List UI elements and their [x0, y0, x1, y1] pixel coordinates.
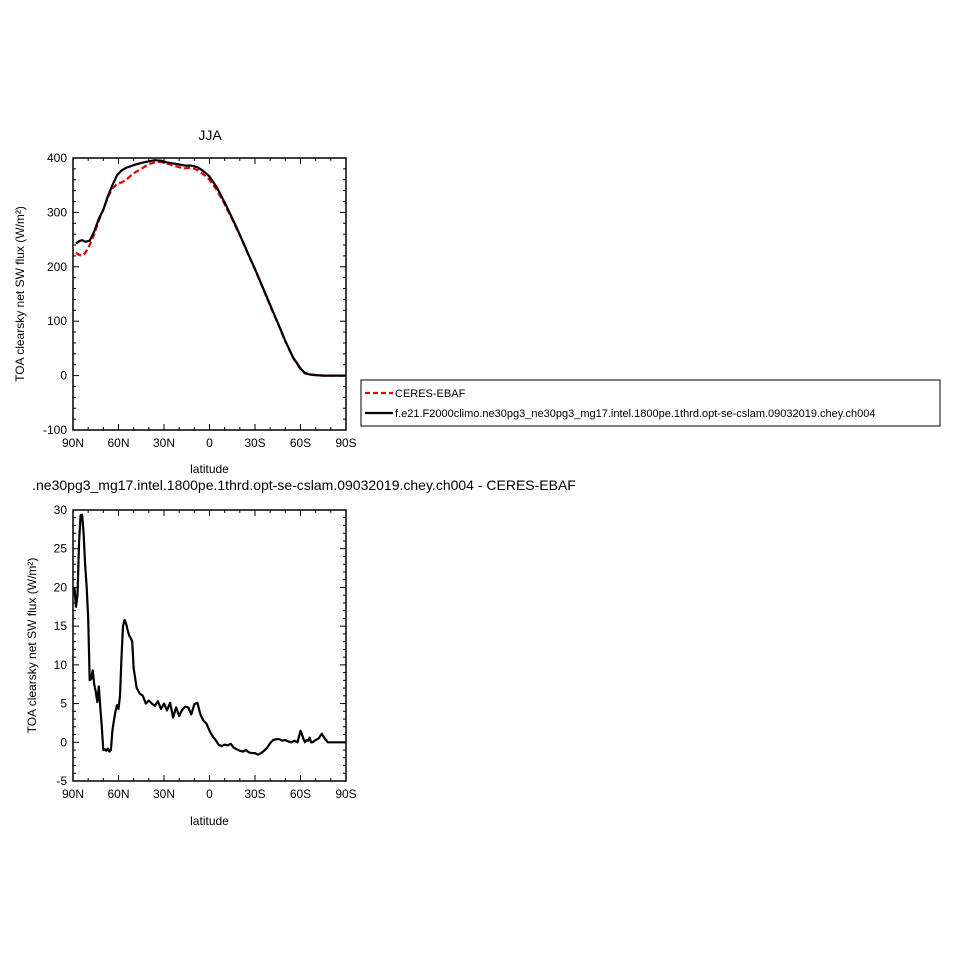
- x-tick-label: 90N: [62, 436, 84, 450]
- series-line-0: [75, 160, 346, 377]
- y-tick-label: 100: [47, 314, 67, 328]
- y-tick-label: 10: [54, 658, 68, 672]
- legend-box: [360, 379, 941, 427]
- chart-title: JJA: [198, 127, 222, 143]
- legend-entry: CERES-EBAF: [395, 388, 466, 400]
- y-tick-label: 300: [47, 205, 67, 219]
- x-tick-label: 30N: [153, 787, 175, 801]
- series-line-0: [73, 513, 346, 756]
- x-tick-label: 90S: [335, 436, 356, 450]
- x-tick-label: 60S: [290, 787, 311, 801]
- y-tick-label: -5: [56, 774, 67, 788]
- chart-title: .ne30pg3_mg17.intel.1800pe.1thrd.opt-se-…: [32, 477, 576, 493]
- legend: CERES-EBAF f.e21.F2000climo.ne30pg3_ne30p…: [360, 379, 941, 427]
- x-tick-label: 30S: [244, 787, 265, 801]
- y-tick-label: 400: [47, 151, 67, 165]
- x-tick-label: 30S: [244, 436, 265, 450]
- x-tick-label: 60N: [107, 436, 129, 450]
- y-axis-label: TOA clearsky net SW flux (W/m²): [25, 558, 39, 734]
- y-tick-label: 25: [54, 542, 68, 556]
- x-tick-label: 90N: [62, 787, 84, 801]
- top-plot: JJA -100 0 100 200 300 400 90N 60N 30N 0 30S 60S 90S l…: [13, 127, 357, 476]
- legend-entry: f.e21.F2000climo.ne30pg3_ne30pg3_mg17.in…: [395, 408, 875, 420]
- x-axis-label: latitude: [190, 462, 229, 476]
- x-tick-label: 0: [206, 787, 213, 801]
- series-line-1: [75, 159, 346, 377]
- y-axis-label: TOA clearsky net SW flux (W/m²): [13, 206, 27, 382]
- y-tick-label: 0: [60, 735, 67, 749]
- x-axis-label: latitude: [190, 814, 229, 828]
- y-tick-label: 5: [60, 697, 67, 711]
- x-tick-label: 90S: [335, 787, 356, 801]
- bottom-plot: .ne30pg3_mg17.intel.1800pe.1thrd.opt-se-…: [25, 477, 576, 828]
- y-tick-label: 200: [47, 260, 67, 274]
- y-tick-label: 30: [54, 503, 68, 517]
- x-tick-label: 30N: [153, 436, 175, 450]
- y-tick-label: 0: [60, 369, 67, 383]
- plot-frame: [72, 157, 347, 431]
- x-tick-label: 60N: [107, 787, 129, 801]
- x-tick-label: 60S: [290, 436, 311, 450]
- y-tick-label: -100: [43, 423, 67, 437]
- y-tick-label: 15: [54, 619, 68, 633]
- y-tick-label: 20: [54, 580, 68, 594]
- x-tick-label: 0: [206, 436, 213, 450]
